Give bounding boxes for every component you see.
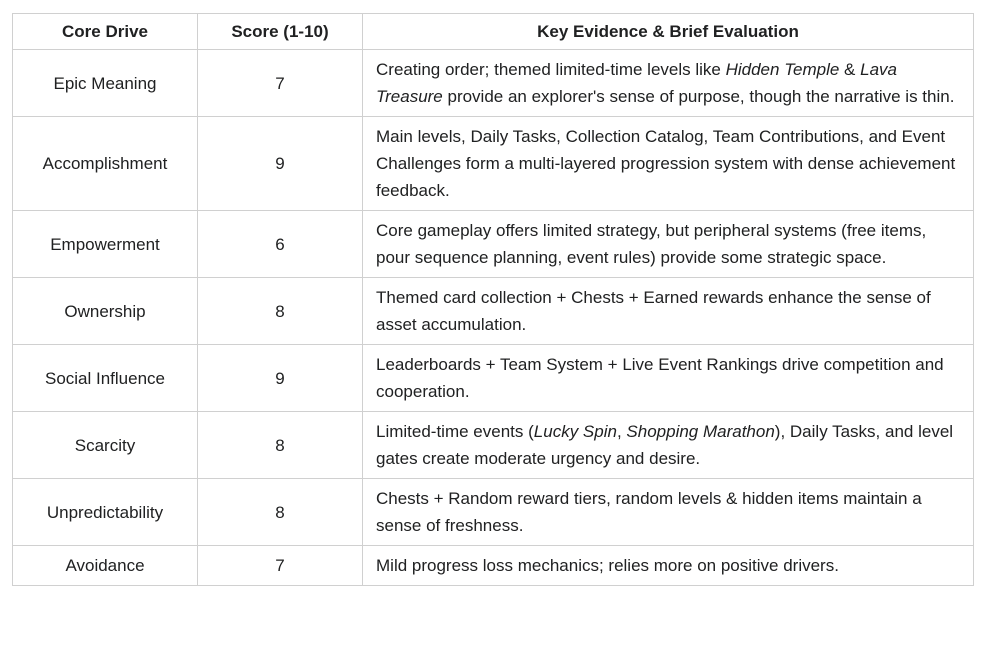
score-cell: 9 <box>197 344 363 412</box>
score-cell: 7 <box>197 49 363 117</box>
italic-term: Shopping Marathon <box>626 422 775 441</box>
core-drive-cell: Avoidance <box>12 545 198 586</box>
table-row: Empowerment 6 Core gameplay offers limited… <box>12 210 974 278</box>
core-drive-table-container: Core Drive Score (1-10) Key Evidence & B… <box>12 13 974 586</box>
table-row: Avoidance 7 Mild progress loss mechanics; … <box>12 545 974 586</box>
core-drive-cell: Scarcity <box>12 411 198 479</box>
evidence-cell: Leaderboards + Team System + Live Event … <box>362 344 974 412</box>
table-row: Ownership 8 Themed card collection + Chest… <box>12 277 974 345</box>
evidence-cell: Main levels, Daily Tasks, Collection Cat… <box>362 116 974 211</box>
score-cell: 9 <box>197 116 363 211</box>
table-row: Social Influence 9 Leaderboards + Team Sys… <box>12 344 974 412</box>
evidence-cell: Limited-time events (Lucky Spin, Shoppin… <box>362 411 974 479</box>
italic-term: Lucky Spin <box>533 422 617 441</box>
score-cell: 8 <box>197 478 363 546</box>
evidence-cell: Chests + Random reward tiers, random lev… <box>362 478 974 546</box>
score-cell: 8 <box>197 277 363 345</box>
evidence-cell: Core gameplay offers limited strategy, b… <box>362 210 974 278</box>
table-row: Epic Meaning 7 Creating order; themed limi… <box>12 49 974 117</box>
score-cell: 6 <box>197 210 363 278</box>
evidence-cell: Themed card collection + Chests + Earned… <box>362 277 974 345</box>
evidence-cell: Creating order; themed limited-time leve… <box>362 49 974 117</box>
core-drive-cell: Ownership <box>12 277 198 345</box>
table-row: Unpredictability 8 Chests + Random reward … <box>12 478 974 546</box>
core-drive-cell: Social Influence <box>12 344 198 412</box>
header-score: Score (1-10) <box>197 13 363 50</box>
core-drive-cell: Empowerment <box>12 210 198 278</box>
header-row: Core Drive Score (1-10) Key Evidence & B… <box>12 13 974 50</box>
table-row: Scarcity 8 Limited-time events (Lucky Spin… <box>12 411 974 479</box>
core-drive-cell: Unpredictability <box>12 478 198 546</box>
table-body: Epic Meaning 7 Creating order; themed limi… <box>12 49 974 586</box>
core-drive-cell: Epic Meaning <box>12 49 198 117</box>
italic-term: Lava Treasure <box>376 60 897 106</box>
score-cell: 7 <box>197 545 363 586</box>
italic-term: Hidden Temple <box>725 60 840 79</box>
header-core-drive: Core Drive <box>12 13 198 50</box>
header-key-evidence: Key Evidence & Brief Evaluation <box>362 13 974 50</box>
evidence-cell: Mild progress loss mechanics; relies mor… <box>362 545 974 586</box>
core-drive-evaluation-table: Core Drive Score (1-10) Key Evidence & B… <box>12 13 974 586</box>
table-row: Accomplishment 9 Main levels, Daily Tasks,… <box>12 116 974 211</box>
score-cell: 8 <box>197 411 363 479</box>
core-drive-cell: Accomplishment <box>12 116 198 211</box>
